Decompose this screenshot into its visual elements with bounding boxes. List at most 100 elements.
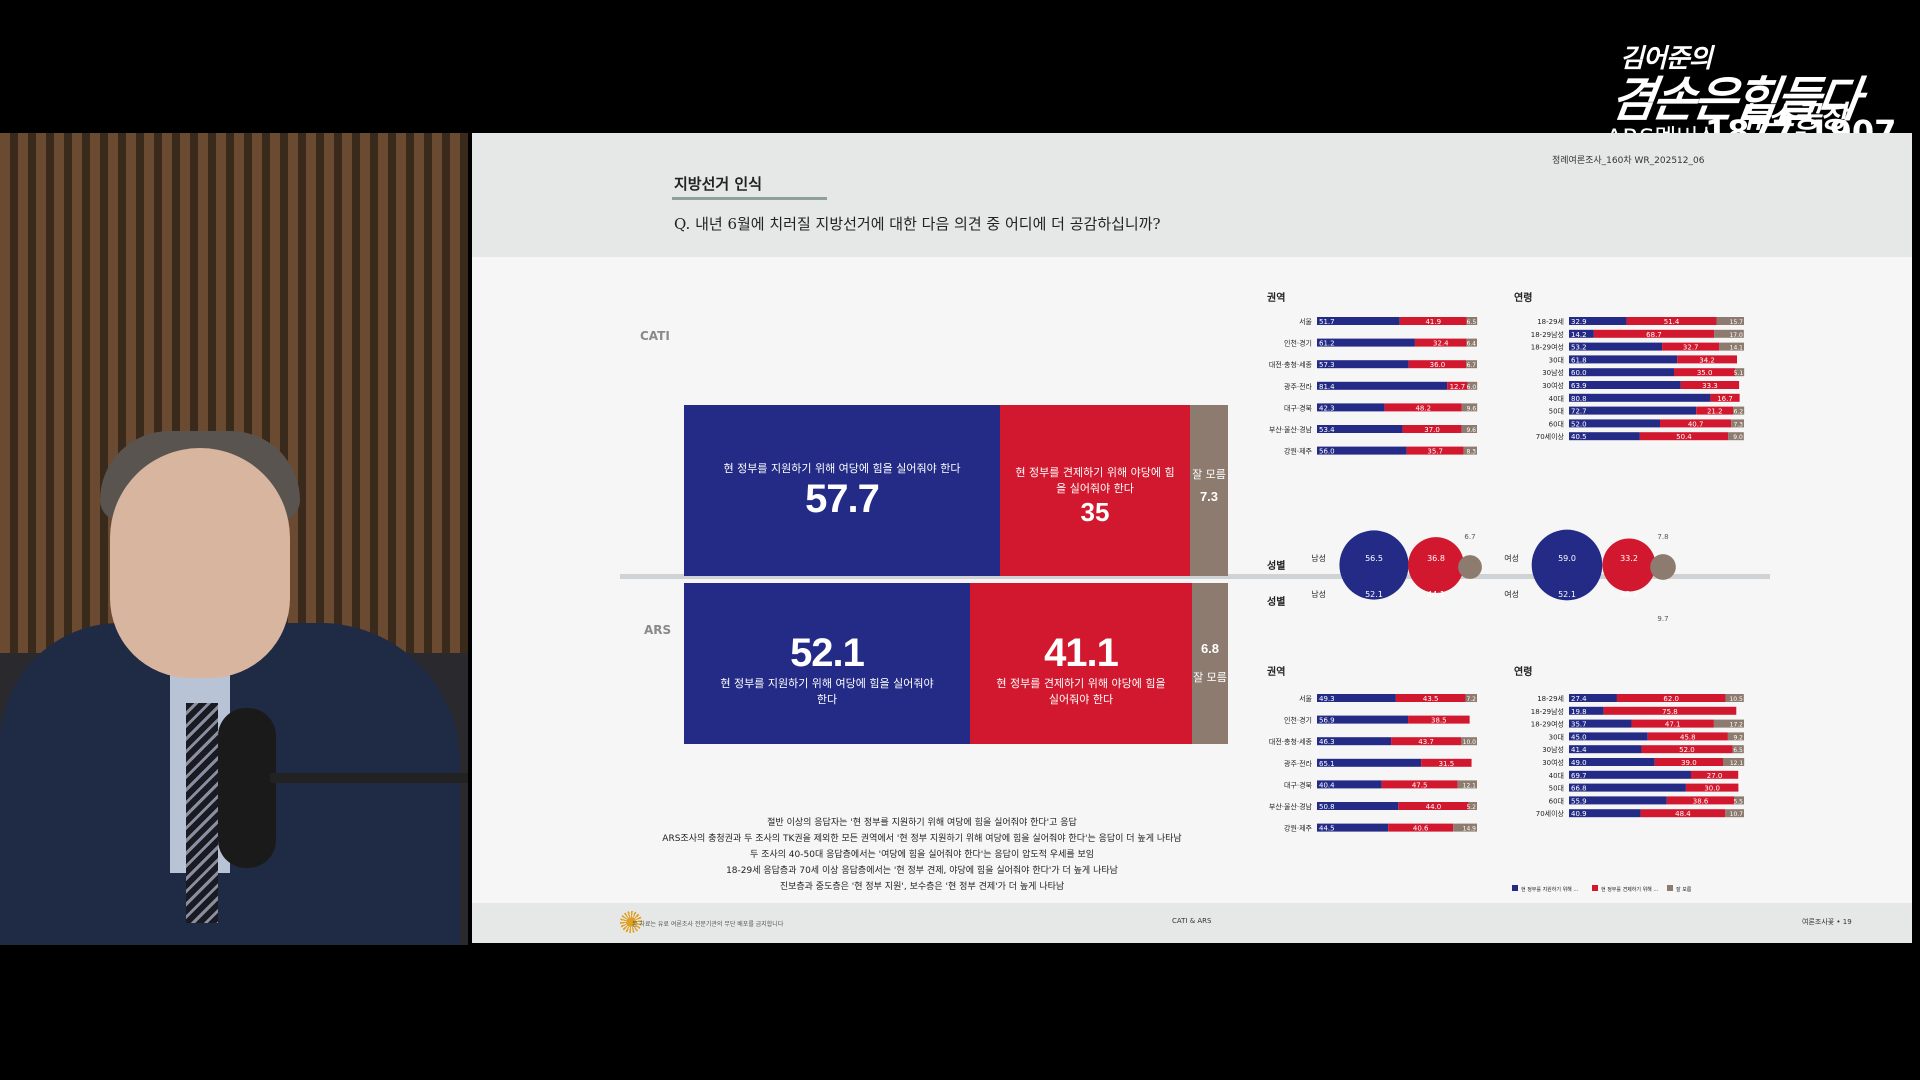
ars-region-bar-value: 46.3	[1319, 738, 1335, 746]
ars-region-bar-segment	[1453, 823, 1477, 832]
gender-bubble	[1531, 529, 1603, 601]
ars-region-bar-value: 56.9	[1319, 717, 1335, 725]
ars-oppose-bar: 41.1 현 정부를 견제하기 위해 야당에 힘을 실어줘야 한다	[970, 583, 1192, 744]
ars-age-bar-segment	[1631, 719, 1714, 728]
cati-region-row-label: 대구·경북	[1284, 403, 1313, 412]
ars-region-bar-segment	[1465, 694, 1477, 702]
ars-region-row-label: 대구·경북	[1284, 780, 1313, 789]
cati-age-row-label: 60대	[1549, 420, 1564, 428]
ars-region-bar-value: 7.2	[1466, 696, 1476, 703]
cati-age-bar-segment	[1569, 317, 1627, 325]
cati-age-bar-segment	[1662, 342, 1720, 351]
note-line: ARS조사의 충청권과 두 조사의 TK권을 제외한 모든 권역에서 '현 정부…	[662, 834, 1182, 844]
ars-age-bar-segment	[1616, 694, 1726, 702]
cati-region-row-label: 서울	[1299, 317, 1312, 326]
cati-region-bar-segment	[1461, 403, 1478, 412]
ars-age-bar-value: 27.0	[1707, 772, 1723, 780]
ars-age-bar-segment	[1641, 745, 1733, 754]
cati-region-header: 권역	[1267, 293, 1286, 304]
ars-region-bar-segment	[1408, 715, 1470, 724]
ars-region-row-label: 서울	[1299, 694, 1312, 703]
ars-age-bar-segment	[1640, 809, 1726, 818]
legend-swatch	[1512, 885, 1518, 891]
ars-region-bar-segment	[1468, 802, 1477, 810]
cati-age-bar-segment	[1569, 406, 1697, 415]
slide-topic: 지방선거 인식	[674, 175, 763, 193]
ars-gender-header: 성별	[1267, 597, 1286, 608]
cati-age-bar-segment	[1714, 329, 1744, 338]
cati-age-bar-value: 51.4	[1664, 318, 1680, 326]
note-line: 18-29세 응답층과 70세 이상 응답층에서는 '현 정부 견제, 야당에 …	[726, 866, 1118, 876]
cati-age-bar-segment	[1677, 355, 1737, 364]
ars-age-row-label: 30여성	[1542, 758, 1564, 767]
cati-age-bar-segment	[1593, 329, 1715, 338]
cati-age-bar-segment	[1710, 393, 1740, 402]
gender-label: 여성	[1504, 589, 1519, 599]
ars-age-bar-segment	[1569, 809, 1641, 818]
ars-age-bar-segment	[1569, 706, 1604, 715]
ars-oppose-value: 41.1	[1044, 631, 1119, 675]
gender-bubble	[1408, 537, 1464, 593]
gender-label: 남성	[1311, 590, 1326, 599]
cati-support-bar: 현 정부를 지원하기 위해 여당에 힘을 실어줘야 한다 57.7	[684, 405, 1000, 576]
ars-region-header: 권역	[1267, 667, 1286, 678]
ars-age-bar-value: 40.9	[1571, 810, 1587, 818]
ars-age-row-label: 30남성	[1542, 745, 1564, 754]
cati-age-bar-value: 50.4	[1676, 433, 1692, 441]
cati-age-row-label: 18-29여성	[1531, 343, 1564, 352]
cati-age-row-label: 30남성	[1542, 368, 1564, 377]
cati-age-bar-segment	[1569, 393, 1711, 402]
cati-age-bar-value: 72.7	[1571, 408, 1587, 416]
cati-dunno-caption: 잘 모름	[1192, 468, 1226, 481]
cati-age-bar-value: 14.2	[1571, 331, 1587, 339]
cati-region-bar-value: 6.0	[1467, 384, 1477, 391]
cati-age-bar-segment	[1716, 317, 1744, 325]
cati-age-bar-segment	[1569, 355, 1678, 364]
ars-region-bar-value: 5.2	[1466, 804, 1476, 811]
ars-age-bar-value: 35.7	[1571, 721, 1587, 729]
ars-age-row-label: 18-29세	[1537, 694, 1564, 703]
legend-label: 현 정부를 지원하기 위해 …	[1521, 886, 1578, 893]
ars-age-bar-value: 5.5	[1733, 798, 1743, 805]
ars-age-bar-value: 52.0	[1679, 746, 1695, 754]
gender-bubble	[1602, 538, 1656, 592]
cati-region-bar-segment	[1466, 317, 1478, 325]
gender-bubble-value: 56.5	[1365, 554, 1383, 563]
legend-label: 잘 모름	[1676, 886, 1692, 893]
gender-bubble	[1650, 554, 1676, 580]
gender-bubble-value: 9.7	[1657, 615, 1668, 623]
cati-age-bar-segment	[1639, 432, 1729, 441]
legend-swatch	[1667, 885, 1673, 891]
ars-region-bar-value: 40.4	[1319, 781, 1335, 789]
cati-age-bar-segment	[1569, 368, 1674, 377]
gender-bubble-value: 59.0	[1558, 554, 1576, 563]
gender-bubble	[1458, 555, 1482, 579]
cati-age-bar-segment	[1569, 342, 1663, 351]
cati-age-bar-value: 53.2	[1571, 344, 1587, 352]
ars-region-bar-value: 47.5	[1412, 781, 1428, 789]
ars-region-bar-segment	[1398, 802, 1469, 810]
ars-region-bar-value: 14.9	[1463, 826, 1477, 833]
ars-age-bar-segment	[1732, 745, 1744, 754]
cati-region-bar-segment	[1317, 446, 1407, 455]
cati-age-bar-value: 40.5	[1571, 433, 1587, 441]
note-line: 절반 이상의 응답자는 '현 정부를 지원하기 위해 여당에 힘을 실어줘야 한…	[767, 818, 1077, 828]
cati-age-bar-value: 52.0	[1571, 420, 1587, 428]
cati-age-bar-value: 34.2	[1699, 356, 1715, 364]
survey-divider	[620, 574, 1770, 579]
breakdown-charts: 서울 51.7 41.9 6.5 인천·경기 61.2 32.4 6.4 대전·충청·세종 57.…	[1269, 317, 1745, 893]
ars-label: ARS	[644, 623, 672, 637]
cati-region-bar-segment	[1447, 381, 1468, 390]
ars-age-row-label: 18-29여성	[1531, 720, 1564, 729]
note-line: 진보층과 중도층은 '현 정부 지원', 보수층은 '현 정부 견제'가 더 높…	[779, 882, 1065, 892]
ars-age-bar-value: 12.1	[1730, 760, 1744, 767]
footer-center: CATI & ARS	[1172, 917, 1212, 925]
ars-age-bar-value: 10.7	[1730, 811, 1744, 818]
cati-region-bar-value: 42.3	[1319, 404, 1335, 412]
presenter-video	[0, 133, 468, 945]
legend-label: 현 정부를 견제하기 위해 …	[1601, 886, 1658, 893]
cati-dunno-bar: 잘 모름 7.3	[1190, 405, 1228, 576]
slide-notes: 절반 이상의 응답자는 '현 정부를 지원하기 위해 여당에 힘을 실어줘야 한…	[662, 815, 1182, 895]
cati-oppose-value: 35	[1080, 497, 1110, 527]
cati-region-bar-segment	[1317, 360, 1409, 369]
